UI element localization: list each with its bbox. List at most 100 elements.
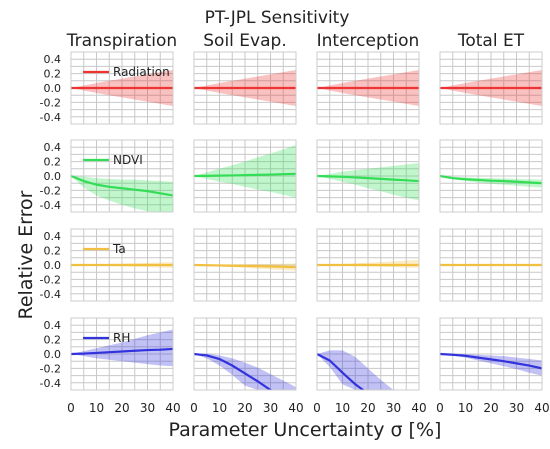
mean-line bbox=[194, 172, 296, 178]
panel-plot-area bbox=[317, 350, 419, 390]
panel-frame bbox=[70, 228, 174, 302]
panel-frame bbox=[193, 317, 297, 391]
y-tick-label: -0.2 bbox=[40, 273, 61, 286]
uncertainty-band bbox=[194, 353, 296, 390]
x-tick-label: 20 bbox=[360, 401, 375, 415]
x-tick-label: 40 bbox=[165, 401, 180, 415]
y-tick-label: 0.4 bbox=[44, 141, 62, 154]
panel-plot-area bbox=[440, 70, 542, 106]
panel-3-0: -0.4 -0.20.00.2 0.4 0 10 20 30 40 RH bbox=[40, 317, 181, 415]
panel-frame bbox=[193, 51, 297, 125]
panel-plot-area bbox=[194, 263, 296, 271]
panel-frame bbox=[70, 139, 174, 213]
y-tick-label: -0.4 bbox=[40, 288, 61, 301]
panel-1-2 bbox=[316, 139, 420, 213]
column-title: Total ET bbox=[457, 31, 525, 51]
figure-title: PT-JPL Sensitivity bbox=[205, 8, 350, 28]
mean-line bbox=[194, 352, 273, 390]
x-tick-label: 10 bbox=[458, 401, 473, 415]
column-title: Transpiration bbox=[66, 31, 177, 51]
panel-frame bbox=[193, 228, 297, 302]
legend-label: Radiation bbox=[113, 65, 170, 79]
panel-frame bbox=[439, 317, 543, 391]
x-tick-label: 10 bbox=[212, 401, 227, 415]
mean-line bbox=[317, 353, 365, 390]
y-tick-label: 0.2 bbox=[44, 156, 62, 169]
column-title: Soil Evap. bbox=[203, 31, 286, 51]
legend-label: Ta bbox=[112, 242, 126, 256]
x-tick-label: 40 bbox=[288, 401, 303, 415]
x-tick-label: 40 bbox=[534, 401, 549, 415]
mean-line bbox=[71, 174, 173, 197]
y-tick-label: -0.2 bbox=[40, 184, 61, 197]
panel-1-1 bbox=[193, 139, 297, 213]
y-tick-label: 0.4 bbox=[44, 319, 62, 332]
panel-plot-area bbox=[317, 70, 419, 106]
panel-2-3 bbox=[439, 228, 543, 302]
x-tick-label: 30 bbox=[386, 401, 401, 415]
panel-frame bbox=[316, 139, 420, 213]
mean-line bbox=[440, 174, 542, 185]
panel-plot-area bbox=[71, 70, 173, 106]
panel-frame bbox=[70, 317, 174, 391]
x-tick-label: 10 bbox=[335, 401, 350, 415]
panel-plot-area bbox=[317, 259, 419, 268]
y-tick-label: -0.4 bbox=[40, 111, 61, 124]
uncertainty-band bbox=[71, 329, 173, 367]
x-tick-label: 10 bbox=[89, 401, 104, 415]
column-title: Interception bbox=[317, 31, 420, 51]
x-axis-label: Parameter Uncertainty σ [%] bbox=[169, 419, 442, 441]
panel-0-1 bbox=[193, 51, 297, 125]
panel-2-1 bbox=[193, 228, 297, 302]
panel-1-0: -0.4 -0.20.00.2 0.4 NDVI bbox=[40, 139, 174, 213]
panel-plot-area bbox=[440, 174, 542, 188]
panel-frame bbox=[316, 228, 420, 302]
panel-plot-area bbox=[194, 145, 296, 198]
x-tick-label: 0 bbox=[436, 401, 444, 415]
panel-frame bbox=[193, 139, 297, 213]
x-tick-label: 30 bbox=[509, 401, 524, 415]
panel-plot-area bbox=[317, 163, 419, 201]
y-tick-label: -0.2 bbox=[40, 96, 61, 109]
panel-frame bbox=[316, 51, 420, 125]
mean-line bbox=[194, 263, 296, 269]
uncertainty-band bbox=[440, 354, 542, 376]
panel-frame bbox=[439, 139, 543, 213]
x-tick-label: 20 bbox=[114, 401, 129, 415]
panel-2-0: -0.4 -0.20.00.2 0.4 Ta bbox=[40, 228, 174, 302]
uncertainty-band bbox=[194, 145, 296, 198]
y-axis-label: Relative Error bbox=[15, 190, 37, 319]
y-tick-label: -0.2 bbox=[40, 362, 61, 375]
y-tick-label: 0.2 bbox=[44, 334, 62, 347]
x-tick-label: 30 bbox=[140, 401, 155, 415]
x-tick-label: 20 bbox=[237, 401, 252, 415]
panel-frame bbox=[439, 51, 543, 125]
x-tick-label: 0 bbox=[190, 401, 198, 415]
panel-1-3 bbox=[439, 139, 543, 213]
panel-plot-area bbox=[71, 174, 173, 212]
panel-plot-area bbox=[71, 329, 173, 367]
panel-0-2 bbox=[316, 51, 420, 125]
y-tick-label: 0.0 bbox=[44, 348, 62, 361]
uncertainty-band bbox=[317, 163, 419, 201]
panel-frame bbox=[439, 228, 543, 302]
panel-grid: Transpiration Soil Evap. Interception Total… bbox=[40, 31, 550, 415]
y-tick-label: 0.0 bbox=[44, 170, 62, 183]
panel-plot-area bbox=[440, 352, 542, 376]
panel-0-3 bbox=[439, 51, 543, 125]
y-tick-label: 0.4 bbox=[44, 53, 62, 66]
panel-plot-area bbox=[194, 352, 296, 390]
y-tick-label: 0.2 bbox=[44, 68, 62, 81]
y-tick-label: 0.0 bbox=[44, 259, 62, 272]
x-tick-label: 20 bbox=[483, 401, 498, 415]
panel-plot-area bbox=[71, 262, 173, 268]
x-tick-label: 0 bbox=[313, 401, 321, 415]
panel-3-3: 0 10 20 30 40 bbox=[436, 317, 550, 415]
y-tick-label: -0.4 bbox=[40, 377, 61, 390]
mean-line bbox=[317, 174, 419, 183]
legend-label: NDVI bbox=[113, 153, 143, 167]
legend-label: RH bbox=[113, 331, 130, 345]
x-tick-label: 40 bbox=[411, 401, 426, 415]
panel-0-0: -0.4 -0.20.00.2 0.4 Radiation bbox=[40, 51, 174, 125]
